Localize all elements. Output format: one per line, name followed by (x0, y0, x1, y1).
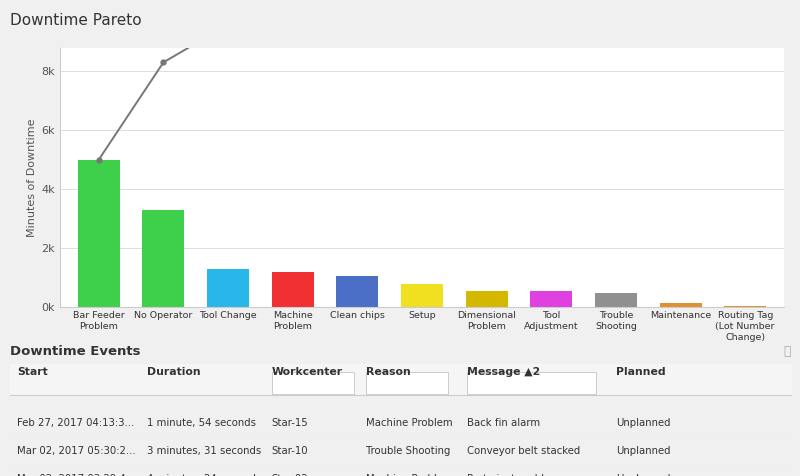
Text: Mar 02, 2017 05:30:2...: Mar 02, 2017 05:30:2... (18, 446, 136, 456)
Y-axis label: Minutes of Downtime: Minutes of Downtime (27, 118, 38, 237)
Text: Unplanned: Unplanned (616, 418, 670, 428)
Text: ⓘ: ⓘ (783, 345, 790, 358)
Text: 4 minutes, 24 seconds: 4 minutes, 24 seconds (146, 474, 261, 476)
Text: Start: Start (18, 367, 48, 377)
Bar (336, 276, 378, 307)
Text: Message ▲2: Message ▲2 (467, 367, 541, 377)
Text: Star-02: Star-02 (272, 474, 308, 476)
Bar (272, 272, 314, 307)
Text: Trouble Shooting: Trouble Shooting (366, 446, 450, 456)
FancyBboxPatch shape (366, 372, 448, 394)
Text: Planned: Planned (616, 367, 666, 377)
Text: Reason: Reason (366, 367, 410, 377)
Text: Back fin alarm: Back fin alarm (467, 418, 541, 428)
Text: Machine Problem: Machine Problem (366, 418, 452, 428)
Text: Star-15: Star-15 (272, 418, 309, 428)
Text: Unplanned: Unplanned (616, 446, 670, 456)
Text: Machine Problem: Machine Problem (366, 474, 452, 476)
Text: Part eject problem: Part eject problem (467, 474, 560, 476)
Bar (10, 364, 792, 396)
Text: Star-10: Star-10 (272, 446, 308, 456)
Text: Conveyor belt stacked: Conveyor belt stacked (467, 446, 581, 456)
Text: Feb 27, 2017 04:13:3...: Feb 27, 2017 04:13:3... (18, 418, 134, 428)
Text: 1 minute, 54 seconds: 1 minute, 54 seconds (146, 418, 255, 428)
Bar (78, 159, 120, 307)
Text: Mar 02, 2017 03:29:4...: Mar 02, 2017 03:29:4... (18, 474, 136, 476)
Bar (142, 210, 185, 307)
Bar (466, 291, 508, 307)
Bar (595, 293, 637, 307)
FancyBboxPatch shape (272, 372, 354, 394)
Bar (401, 284, 443, 307)
Text: Downtime Events: Downtime Events (10, 345, 140, 358)
Text: Unplanned: Unplanned (616, 474, 670, 476)
Bar (530, 291, 572, 307)
Bar (724, 306, 766, 307)
Text: Workcenter: Workcenter (272, 367, 343, 377)
Bar (207, 269, 249, 307)
FancyBboxPatch shape (467, 372, 596, 394)
Text: Duration: Duration (146, 367, 200, 377)
Bar (659, 304, 702, 307)
Text: Downtime Pareto: Downtime Pareto (10, 13, 142, 29)
Text: 3 minutes, 31 seconds: 3 minutes, 31 seconds (146, 446, 261, 456)
